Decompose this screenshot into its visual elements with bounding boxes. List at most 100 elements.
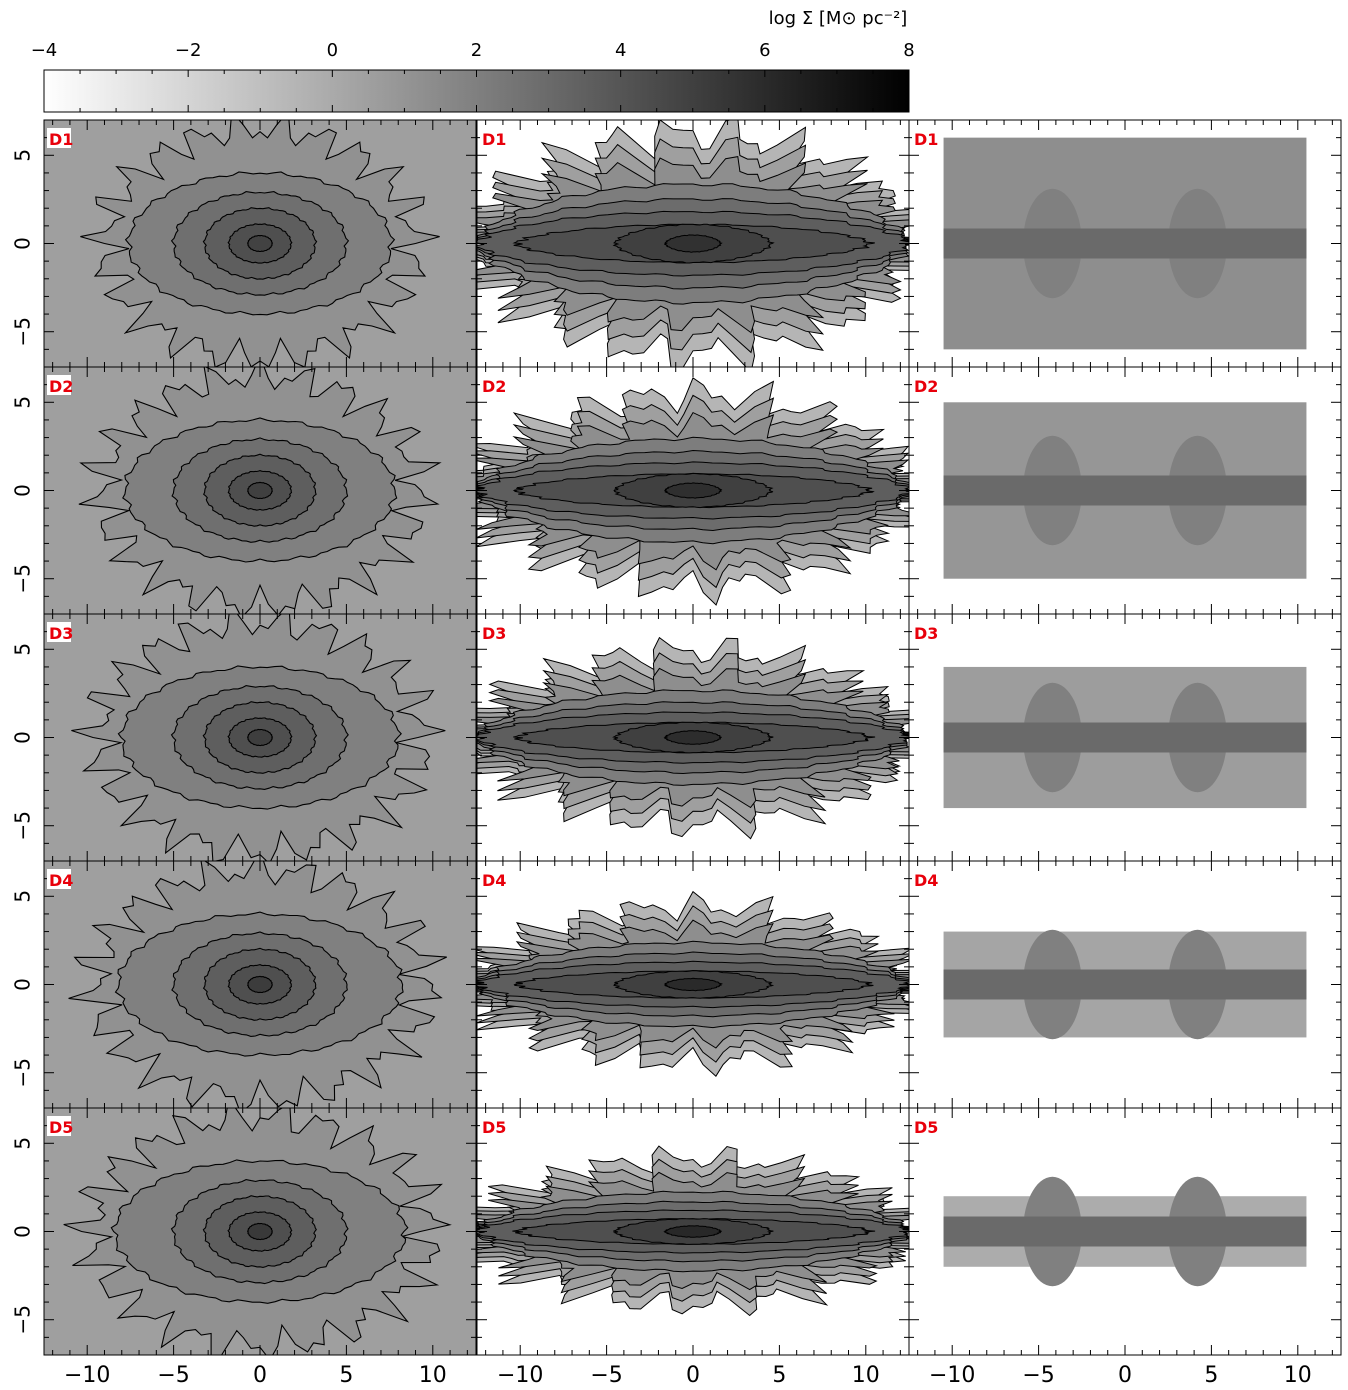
density-contour — [663, 730, 722, 745]
colorbar-tick-label: 4 — [615, 40, 626, 61]
x-tick-label: 10 — [1284, 1363, 1312, 1388]
y-tick-label: −5 — [11, 1305, 35, 1334]
x-tick-label: −10 — [497, 1363, 543, 1388]
x-tick-label: −5 — [157, 1363, 189, 1388]
x-tick-label: 10 — [419, 1363, 447, 1388]
y-tick-label: 0 — [11, 1225, 35, 1238]
panel-label: D4 — [49, 871, 73, 890]
panel-label-bg — [912, 622, 936, 642]
density-contour — [247, 481, 273, 500]
y-tick-label: 5 — [11, 643, 35, 656]
density-contour — [246, 728, 274, 747]
y-tick-label: 5 — [11, 890, 35, 903]
panel-row-D3: D3 D3 D3 — [43, 613, 1342, 862]
panel-D1-col1: D1 — [43, 119, 477, 368]
panel-D3-col2: D3 — [476, 613, 910, 862]
panel-D4-col1: D4 — [43, 860, 477, 1109]
panel-label: D4 — [482, 871, 506, 890]
x-tick-label: 5 — [339, 1363, 353, 1388]
panel-label-bg — [47, 375, 71, 395]
panel-grid: D1 D1 D1 D2 D2 D2 D3 D3 D3 D4 D4 D4 D5 D5 D5 — [43, 119, 1342, 1356]
panel-label-bg — [47, 622, 71, 642]
panel-label-bg — [47, 1116, 71, 1136]
density-contour — [664, 977, 724, 992]
panel-label-bg — [480, 1116, 504, 1136]
panel-D4-col2: D4 — [476, 860, 910, 1109]
panel-label: D2 — [49, 377, 73, 396]
colorbar-ticks — [43, 70, 910, 112]
residual-midplane-band — [943, 969, 1307, 1000]
y-tick-label: 5 — [11, 149, 35, 162]
residual-midplane-band — [943, 1216, 1307, 1247]
panel-label: D4 — [914, 871, 938, 890]
colorbar-tick-label: 8 — [903, 40, 914, 61]
panel-row-D2: D2 D2 D2 — [43, 366, 1342, 615]
y-tick-label: 0 — [11, 484, 35, 497]
colorbar-tick-label: −2 — [175, 40, 202, 61]
colorbar-tick-label: 6 — [759, 40, 770, 61]
panel-D4-col3: D4 — [908, 860, 1342, 1109]
panel-label: D1 — [914, 130, 938, 149]
y-tick-label: −5 — [11, 811, 35, 840]
y-tick-label: 5 — [11, 1137, 35, 1150]
colorbar: log Σ [M⊙ pc⁻²] −4 −2 0 2 4 6 8 — [31, 8, 915, 113]
density-contour — [663, 1225, 722, 1238]
panel-D2-col2: D2 — [476, 366, 910, 615]
colorbar-tick-label: 0 — [327, 40, 338, 61]
x-tick-label: −5 — [590, 1363, 622, 1388]
density-contour — [247, 975, 273, 994]
panel-label: D3 — [482, 624, 506, 643]
density-contour — [246, 234, 274, 253]
panel-D5-col1: D5 — [43, 1107, 477, 1356]
y-tick-label: −5 — [11, 564, 35, 593]
panel-D2-col1: D2 — [43, 366, 477, 615]
x-tick-label: −10 — [64, 1363, 110, 1388]
y-tick-labels: 5 0 −5 5 0 −5 5 0 −5 5 0 −5 5 0 −5 — [11, 149, 35, 1335]
panel-D3-col1: D3 — [43, 613, 477, 862]
panel-label-bg — [912, 375, 936, 395]
panel-row-D1: D1 D1 D1 — [43, 119, 1342, 368]
panel-label-bg — [480, 869, 504, 889]
colorbar-tick-label: −4 — [31, 40, 58, 61]
panel-D5-col3: D5 — [908, 1107, 1342, 1356]
panel-label-bg — [480, 375, 504, 395]
density-contour — [664, 482, 723, 499]
x-tick-label: 10 — [852, 1363, 880, 1388]
y-tick-label: 5 — [11, 396, 35, 409]
density-contour — [663, 234, 723, 253]
panel-label: D3 — [49, 624, 73, 643]
x-tick-label: 0 — [686, 1363, 700, 1388]
panel-label-bg — [47, 869, 71, 889]
panel-label-bg — [912, 869, 936, 889]
panel-D1-col2: D1 — [476, 119, 910, 368]
residual-midplane-band — [943, 475, 1307, 506]
panel-label-bg — [47, 128, 71, 148]
panel-label: D5 — [914, 1118, 938, 1137]
panel-label: D1 — [482, 130, 506, 149]
y-tick-label: 0 — [11, 978, 35, 991]
panel-label: D1 — [49, 130, 73, 149]
panel-label: D2 — [482, 377, 506, 396]
panel-row-D5: D5 D5 D5 — [43, 1107, 1342, 1356]
y-tick-label: 0 — [11, 237, 35, 250]
x-tick-label: 0 — [1118, 1363, 1132, 1388]
panel-D3-col3: D3 — [908, 613, 1342, 862]
panel-D1-col3: D1 — [908, 119, 1342, 368]
residual-midplane-band — [943, 228, 1307, 259]
panel-label: D3 — [914, 624, 938, 643]
panel-label-bg — [912, 128, 936, 148]
y-tick-label: −5 — [11, 1058, 35, 1087]
residual-midplane-band — [943, 722, 1307, 753]
panel-label-bg — [480, 622, 504, 642]
colorbar-tick-label: 2 — [471, 40, 482, 61]
x-tick-label: −5 — [1022, 1363, 1054, 1388]
colorbar-tick-labels: −4 −2 0 2 4 6 8 — [31, 40, 915, 61]
x-tick-label: 5 — [1204, 1363, 1218, 1388]
x-tick-label: 0 — [253, 1363, 267, 1388]
x-tick-label: −10 — [929, 1363, 975, 1388]
panel-label: D2 — [914, 377, 938, 396]
x-tick-labels: −10 −5 0 5 10 −10 −5 0 5 10 −10 −5 0 5 10 — [64, 1363, 1312, 1388]
panel-label-bg — [480, 128, 504, 148]
panel-row-D4: D4 D4 D4 — [43, 860, 1342, 1109]
